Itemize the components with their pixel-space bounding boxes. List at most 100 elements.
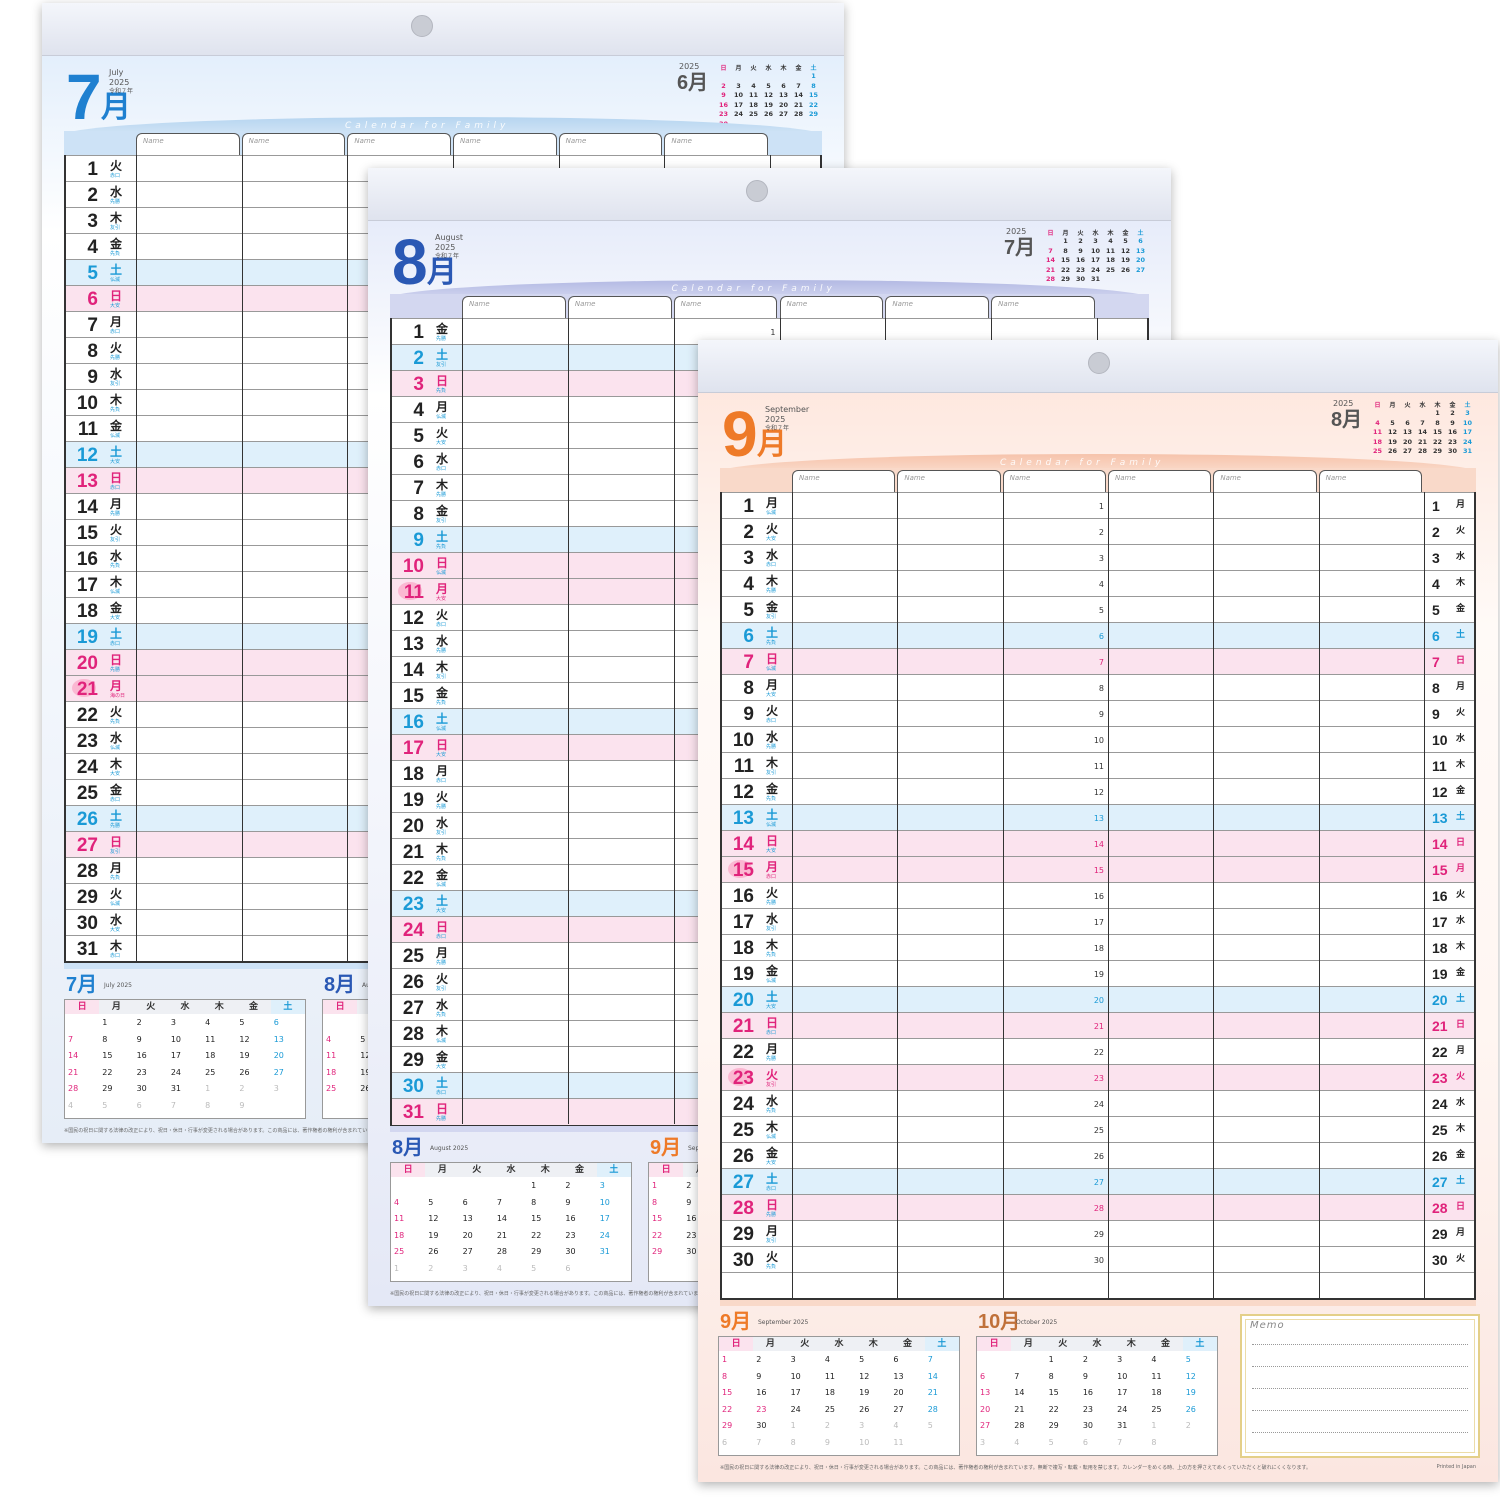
day-row[interactable]: 28 日先勝 28 28 日 — [722, 1194, 1474, 1221]
right-day-number: 15 — [1432, 862, 1448, 878]
rokuyo-label: 赤口 — [436, 1090, 447, 1096]
day-number: 9 — [87, 367, 98, 388]
name-column-header[interactable]: Name — [558, 133, 663, 156]
day-row[interactable]: 13 土仏滅 13 13 土 — [722, 804, 1474, 831]
weekday-label: 金 — [436, 686, 449, 700]
day-row[interactable]: 11 木友引 11 11 木 — [722, 752, 1474, 779]
prev-month-header: 日 — [1374, 402, 1381, 409]
calendar-sheet-9: 9 月 September 2025 令和７年 2025 8月日月火水木金土 1 2 3 4 5 6 7 8… — [698, 340, 1498, 1482]
day-row[interactable]: 8 月大安 8 8 月 — [722, 674, 1474, 701]
day-row[interactable]: 23 火友引 23 23 火 — [722, 1064, 1474, 1091]
right-weekday: 日 — [1456, 1202, 1466, 1212]
memo-box[interactable]: Memo — [1240, 1314, 1480, 1458]
prev-month-day: 29 — [1060, 275, 1071, 284]
right-day-number: 27 — [1432, 1174, 1448, 1190]
rokuyo-label: 友引 — [766, 926, 777, 932]
prev-month-day: 10 — [733, 91, 744, 100]
name-column-header[interactable]: Name — [1108, 470, 1212, 493]
day-row[interactable]: 16 火先勝 16 16 火 — [722, 882, 1474, 909]
prev-month-day: 4 — [751, 81, 756, 90]
mini-calendar-day: 10 — [170, 1034, 182, 1044]
name-column-header[interactable]: Name — [673, 296, 778, 319]
name-column-header[interactable]: Name — [779, 296, 884, 319]
right-weekday: 木 — [1456, 578, 1466, 588]
prev-month-day: 26 — [1120, 265, 1131, 274]
name-column-header[interactable]: Name — [136, 133, 240, 156]
name-column-header[interactable]: Name — [1002, 470, 1106, 493]
day-number: 29 — [76, 887, 98, 908]
day-row[interactable]: 29 月友引 29 29 月 — [722, 1220, 1474, 1247]
day-row[interactable]: 1 火赤口 — [66, 155, 820, 182]
mini-calendar-next-day: 5 — [102, 1100, 108, 1110]
rokuyo-label: 友引 — [110, 537, 121, 543]
prev-month-header: 水 — [1092, 230, 1099, 237]
mini-calendar-day: 30 — [1082, 1421, 1094, 1430]
name-column-header[interactable]: Name — [885, 296, 990, 319]
day-row[interactable]: 7 日仏滅 7 7 日 — [722, 648, 1474, 675]
name-column-header[interactable]: Name — [567, 296, 672, 319]
day-row[interactable]: 14 日大安 14 14 日 — [722, 830, 1474, 857]
day-row[interactable]: 5 金友引 5 5 金 — [722, 596, 1474, 623]
name-column-header[interactable]: Name — [462, 296, 566, 319]
name-column-header[interactable]: Name — [664, 133, 768, 156]
day-row[interactable]: 4 木先勝 4 4 木 — [722, 570, 1474, 597]
rokuyo-label: 友引 — [766, 614, 777, 620]
day-row[interactable]: 17 水友引 17 17 水 — [722, 908, 1474, 935]
row-day-number: 3 — [1098, 554, 1104, 563]
day-row[interactable]: 2 火大安 2 2 火 — [722, 518, 1474, 545]
name-column-header[interactable]: Name — [991, 296, 1095, 319]
rokuyo-label: 大安 — [110, 615, 121, 621]
prev-month-day: 28 — [793, 110, 804, 119]
day-row[interactable]: 19 金仏滅 19 19 金 — [722, 960, 1474, 987]
rokuyo-label: 大安 — [766, 1004, 777, 1010]
name-column-header[interactable]: Name — [453, 133, 557, 156]
day-row[interactable]: 26 金大安 26 26 金 — [722, 1142, 1474, 1169]
mini-calendar-day: 4 — [326, 1034, 332, 1044]
name-column-header[interactable]: Name — [1318, 470, 1422, 493]
day-number: 28 — [76, 861, 98, 882]
prev-month-day: 15 — [1432, 428, 1443, 437]
day-number: 2 — [743, 522, 754, 543]
row-day-number: 5 — [1098, 606, 1104, 615]
month-number: 8 — [392, 226, 428, 298]
day-row[interactable]: 30 火先負 30 30 火 — [722, 1246, 1474, 1273]
day-row[interactable]: 9 火赤口 9 9 火 — [722, 700, 1474, 727]
prev-month-day: 17 — [1462, 428, 1473, 437]
day-row[interactable]: 3 水赤口 3 3 水 — [722, 544, 1474, 571]
memo-line — [1252, 1388, 1468, 1389]
day-row[interactable]: 18 木先負 18 18 木 — [722, 934, 1474, 961]
day-row[interactable]: 15 月赤口 15 15 月 — [722, 856, 1474, 883]
name-column-header[interactable]: Name — [897, 470, 1001, 493]
day-row[interactable]: 12 金先負 12 12 金 — [722, 778, 1474, 805]
rokuyo-label: 大安 — [766, 692, 777, 698]
day-row[interactable]: 22 月先勝 22 22 月 — [722, 1038, 1474, 1065]
day-row[interactable]: 1 月仏滅 1 1 月 — [722, 492, 1474, 519]
day-row[interactable]: 21 日赤口 21 21 日 — [722, 1012, 1474, 1039]
name-label: Name — [1325, 474, 1347, 482]
weekday-label: 水 — [110, 367, 123, 381]
right-weekday: 火 — [1456, 526, 1466, 536]
mini-calendar-header: 木 — [856, 1337, 891, 1351]
mini-calendar-day: 17 — [790, 1388, 801, 1397]
day-row[interactable]: 6 土先負 6 6 土 — [722, 622, 1474, 649]
day-row[interactable]: 20 土大安 20 20 土 — [722, 986, 1474, 1013]
weekday-label: 月 — [766, 1042, 779, 1056]
right-weekday: 火 — [1456, 1254, 1466, 1264]
mini-calendar-header: 日 — [977, 1337, 1012, 1351]
day-row[interactable]: 25 木仏滅 25 25 木 — [722, 1116, 1474, 1143]
rokuyo-label: 赤口 — [436, 934, 447, 940]
prev-month-day: 31 — [1462, 447, 1473, 456]
name-column-header[interactable]: Name — [1213, 470, 1317, 493]
prev-month-day: 24 — [1090, 265, 1101, 274]
rokuyo-label: 友引 — [436, 518, 447, 524]
day-row[interactable]: 24 水先負 24 24 水 — [722, 1090, 1474, 1117]
name-column-header[interactable]: Name — [241, 133, 346, 156]
day-row[interactable]: 1 金先勝 1 — [392, 318, 1147, 345]
day-number: 31 — [402, 1102, 424, 1123]
name-column-header[interactable]: Name — [792, 470, 896, 493]
mini-calendar-next-day: 6 — [722, 1437, 728, 1447]
name-column-header[interactable]: Name — [347, 133, 451, 156]
day-row[interactable]: 27 土赤口 27 27 土 — [722, 1168, 1474, 1195]
day-row[interactable]: 10 水先勝 10 10 水 — [722, 726, 1474, 753]
